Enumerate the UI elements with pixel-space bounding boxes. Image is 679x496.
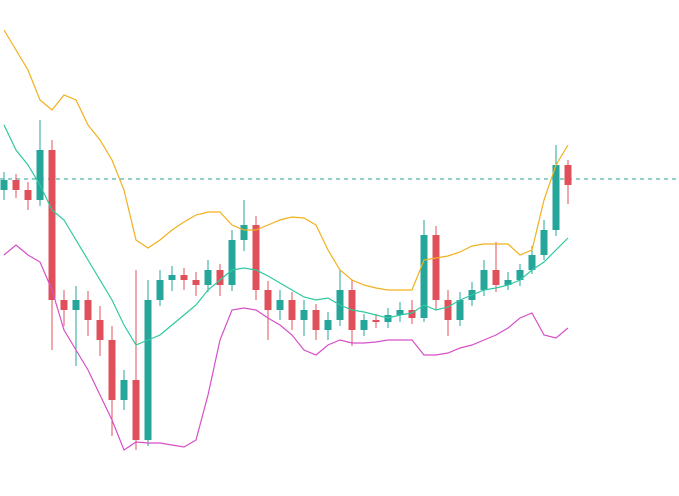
candle-body bbox=[96, 320, 104, 340]
band-line bbox=[3, 244, 569, 451]
candle-body bbox=[240, 225, 248, 240]
candle-body bbox=[492, 270, 500, 285]
candle-body bbox=[108, 340, 116, 400]
candle-body bbox=[0, 180, 8, 190]
candle-body bbox=[564, 165, 572, 185]
band-line bbox=[3, 29, 569, 291]
candle-body bbox=[48, 150, 56, 300]
candle-body bbox=[288, 300, 296, 320]
candle-body bbox=[228, 240, 236, 285]
candle-body bbox=[444, 300, 452, 320]
candle-body bbox=[264, 290, 272, 310]
candle-body bbox=[432, 235, 440, 300]
candle-body bbox=[12, 180, 20, 190]
candle-body bbox=[504, 280, 512, 285]
candle-body bbox=[372, 320, 380, 322]
candle-body bbox=[420, 235, 428, 318]
candle-body bbox=[360, 320, 368, 330]
candle-body bbox=[72, 300, 80, 310]
candle-body bbox=[516, 270, 524, 280]
candle-body bbox=[144, 300, 152, 440]
candle-body bbox=[408, 310, 416, 318]
candle-body bbox=[216, 270, 224, 285]
candle-body bbox=[252, 225, 260, 290]
candle-body bbox=[24, 190, 32, 200]
candle-body bbox=[204, 270, 212, 285]
candle-body bbox=[480, 270, 488, 290]
candle-body bbox=[36, 150, 44, 200]
candle-body bbox=[324, 320, 332, 330]
candle-body bbox=[192, 280, 200, 285]
candle-body bbox=[132, 380, 140, 440]
candle-body bbox=[396, 310, 404, 315]
candle-body bbox=[552, 165, 560, 230]
band-line bbox=[3, 124, 569, 346]
candle-body bbox=[156, 280, 164, 300]
candle-body bbox=[300, 310, 308, 320]
candle-body bbox=[60, 300, 68, 310]
candle-body bbox=[120, 380, 128, 400]
candle-body bbox=[456, 300, 464, 320]
candle-body bbox=[84, 300, 92, 320]
candle-body bbox=[180, 275, 188, 280]
candle-body bbox=[528, 255, 536, 270]
candle-body bbox=[540, 230, 548, 255]
candle-body bbox=[312, 310, 320, 330]
candle-body bbox=[276, 300, 284, 310]
candle-body bbox=[168, 275, 176, 280]
